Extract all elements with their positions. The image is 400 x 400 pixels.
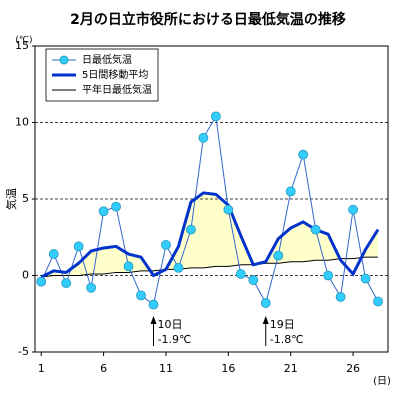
point: [323, 270, 334, 281]
point: [285, 186, 296, 197]
point: [310, 224, 321, 235]
point: [298, 149, 309, 160]
y-tick-label: -5: [18, 345, 29, 358]
point: [148, 299, 159, 310]
point: [223, 204, 234, 215]
annotation: 10日: [157, 318, 182, 331]
fill-area: [41, 192, 379, 278]
point: [335, 292, 346, 302]
point: [235, 269, 246, 279]
y-tick-label: 10: [15, 116, 29, 129]
x-unit: (日): [373, 376, 391, 387]
legend-label: 日最低気温: [82, 53, 132, 66]
average-line: [40, 191, 380, 279]
x-tick-label: 6: [100, 362, 107, 375]
y-tick-label: 15: [15, 39, 29, 52]
point: [273, 250, 284, 261]
legend-label: 5日間移動平均: [82, 68, 148, 81]
arrow-head: [262, 316, 269, 324]
point: [373, 296, 383, 307]
point: [248, 275, 259, 285]
x-tick-label: 11: [159, 362, 173, 375]
point: [360, 273, 371, 284]
point: [61, 278, 72, 289]
normal-line: [41, 256, 379, 278]
y-axis-label: 気温: [4, 188, 18, 210]
annotation: -1.8℃: [270, 333, 304, 346]
annotation: 19日: [270, 318, 295, 331]
y-unit: (℃): [15, 36, 32, 46]
x-tick-label: 26: [346, 362, 360, 375]
annotation: -1.9℃: [157, 333, 191, 346]
x-tick-label: 21: [284, 362, 298, 375]
point: [348, 204, 358, 215]
point: [48, 249, 59, 259]
point: [123, 261, 134, 272]
plot-frame: [34, 45, 389, 353]
x-tick-label: 1: [38, 362, 45, 375]
point: [98, 206, 109, 217]
point: [36, 276, 47, 287]
point: [111, 201, 121, 212]
y-tick-label: 5: [22, 192, 29, 205]
legend-label: 平年日最低気温: [82, 83, 152, 96]
y-tick-label: 0: [22, 269, 29, 282]
point: [136, 290, 146, 301]
legend-marker: [59, 55, 69, 65]
point: [173, 262, 184, 273]
point: [260, 298, 271, 308]
arrow-head: [150, 316, 157, 324]
point: [161, 239, 171, 250]
chart-title: 2月の日立市役所における日最低気温の推移: [70, 11, 346, 28]
point: [198, 132, 209, 143]
point: [73, 241, 84, 252]
point: [86, 282, 97, 293]
point: [210, 111, 221, 122]
x-tick-label: 16: [221, 362, 235, 375]
point: [186, 224, 196, 235]
